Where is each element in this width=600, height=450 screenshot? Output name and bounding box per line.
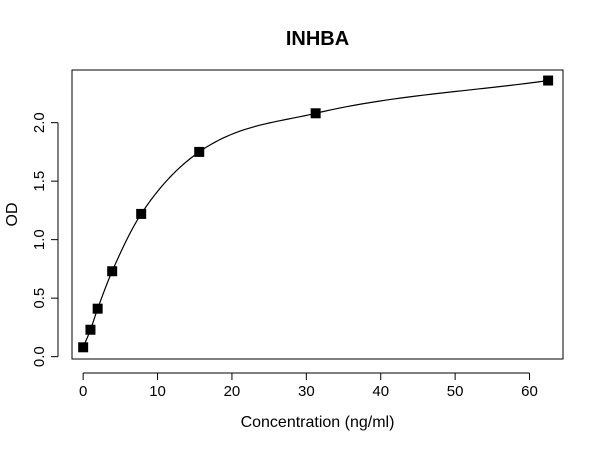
x-axis: 0 10 20 30 40 50 60 xyxy=(79,372,538,400)
x-tick-label: 60 xyxy=(521,383,538,400)
y-tick-label: 1.0 xyxy=(31,229,48,250)
plot-frame xyxy=(71,69,564,360)
x-axis-label: Concentration (ng/ml) xyxy=(241,414,395,431)
data-point xyxy=(78,342,89,353)
data-points xyxy=(78,75,554,353)
fit-curve xyxy=(82,79,549,348)
data-point xyxy=(310,108,321,119)
data-point xyxy=(194,146,205,157)
data-point xyxy=(92,303,103,314)
y-tick-label: 0.5 xyxy=(31,288,48,309)
x-tick-label: 40 xyxy=(372,383,389,400)
y-tick-label: 0.0 xyxy=(31,346,48,367)
data-point xyxy=(543,75,554,86)
y-axis-label: OD xyxy=(4,203,21,227)
x-tick-label: 10 xyxy=(149,383,166,400)
y-axis: 0.0 0.5 1.0 1.5 2.0 xyxy=(31,112,59,367)
x-tick-label: 0 xyxy=(79,383,87,400)
x-tick-label: 30 xyxy=(298,383,315,400)
data-point xyxy=(85,324,96,335)
x-tick-label: 20 xyxy=(224,383,241,400)
chart-title: INHBA xyxy=(286,28,349,50)
y-tick-label: 1.5 xyxy=(31,171,48,192)
x-tick-label: 50 xyxy=(447,383,464,400)
y-tick-label: 2.0 xyxy=(31,112,48,133)
data-point xyxy=(136,208,147,219)
data-point xyxy=(107,266,118,277)
